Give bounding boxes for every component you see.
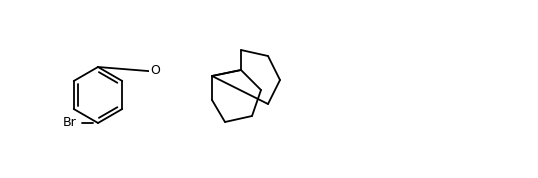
Text: Br: Br [62, 116, 76, 130]
Text: O: O [150, 64, 160, 77]
